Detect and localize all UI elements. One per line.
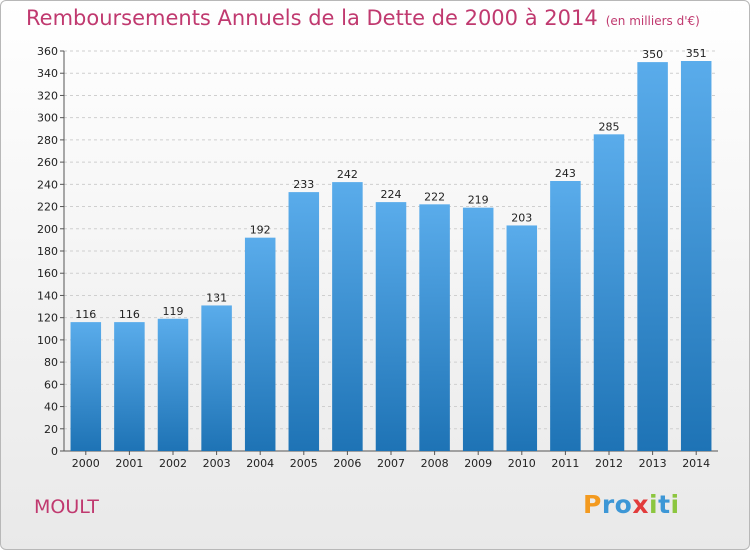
- value-label-2005: 233: [293, 178, 314, 191]
- y-tick-label: 100: [37, 334, 58, 347]
- value-label-2002: 119: [163, 305, 184, 318]
- value-labels: 116 116 119 131 192 233 242 224 222 219 203 243 285 3…: [75, 47, 706, 321]
- logo-letter: i: [649, 490, 659, 519]
- value-label-2011: 243: [555, 167, 576, 180]
- x-tick-label-2007: 2007: [377, 457, 405, 470]
- bar-2002: [157, 318, 189, 451]
- logo-letter: i: [670, 490, 680, 519]
- x-tick-label-2010: 2010: [508, 457, 536, 470]
- x-tick-label-2006: 2006: [333, 457, 361, 470]
- value-label-2013: 350: [642, 48, 663, 61]
- y-tick-label: 260: [37, 156, 58, 169]
- y-tick-label: 80: [44, 356, 58, 369]
- y-tick-label: 220: [37, 201, 58, 214]
- y-tick-label: 140: [37, 289, 58, 302]
- y-tick-label: 160: [37, 267, 58, 280]
- y-tick-label: 360: [37, 45, 58, 58]
- x-tick-label-2001: 2001: [115, 457, 143, 470]
- chart-subtitle: (en milliers d'€): [605, 14, 700, 28]
- x-tick-label-2002: 2002: [159, 457, 187, 470]
- value-label-2000: 116: [75, 308, 96, 321]
- logo-letter: x: [632, 490, 649, 519]
- y-tick-label: 240: [37, 178, 58, 191]
- x-tick-label-2000: 2000: [72, 457, 100, 470]
- logo-letter: t: [658, 490, 671, 519]
- value-label-2003: 131: [206, 291, 227, 304]
- bar-2003: [201, 305, 232, 451]
- value-label-2004: 192: [250, 224, 271, 237]
- value-label-2012: 285: [599, 120, 620, 133]
- bar-2009: [462, 207, 494, 451]
- place-name: MOULT: [34, 496, 99, 518]
- chart-title-text: Remboursements Annuels de la Dette de 20…: [26, 6, 598, 30]
- x-tick-label-2004: 2004: [246, 457, 274, 470]
- y-tick-label: 20: [44, 423, 58, 436]
- bars: [70, 61, 712, 452]
- x-tick-label-2009: 2009: [464, 457, 492, 470]
- x-tick-label-2012: 2012: [595, 457, 623, 470]
- x-tick-label-2003: 2003: [203, 457, 231, 470]
- value-label-2007: 224: [381, 188, 402, 201]
- y-tick-label: 320: [37, 89, 58, 102]
- y-tick-label: 200: [37, 223, 58, 236]
- x-axis: 2000 2001 2002 2003 2004 2005 2006 2007 2008 2009…: [72, 451, 710, 470]
- x-tick-label-2013: 2013: [639, 457, 667, 470]
- bar-2001: [114, 322, 145, 451]
- x-tick-label-2011: 2011: [551, 457, 579, 470]
- y-tick-label: 0: [51, 445, 58, 458]
- bar-2010: [506, 225, 538, 451]
- y-tick-label: 340: [37, 67, 58, 80]
- bar-2004: [244, 237, 276, 451]
- x-tick-label-2005: 2005: [290, 457, 318, 470]
- bar-2006: [332, 182, 363, 451]
- y-tick-label: 300: [37, 112, 58, 125]
- bar-2005: [288, 192, 320, 451]
- logo-letter: o: [614, 490, 633, 519]
- value-label-2001: 116: [119, 308, 140, 321]
- y-tick-label: 280: [37, 134, 58, 147]
- y-tick-label: 40: [44, 401, 58, 414]
- y-tick-label: 180: [37, 245, 58, 258]
- bar-2000: [70, 322, 102, 451]
- bar-2011: [550, 181, 581, 451]
- value-label-2014: 351: [686, 47, 707, 60]
- y-tick-label: 60: [44, 378, 58, 391]
- bar-2012: [593, 134, 625, 452]
- bar-2007: [375, 202, 407, 451]
- x-tick-label-2014: 2014: [682, 457, 710, 470]
- bar-2008: [419, 204, 450, 451]
- chart-title: Remboursements Annuels de la Dette de 20…: [26, 6, 700, 30]
- logo-letter: r: [601, 490, 615, 519]
- value-label-2008: 222: [424, 190, 445, 203]
- value-label-2009: 219: [468, 194, 489, 207]
- y-tick-label: 120: [37, 312, 58, 325]
- proxiti-logo: Proxiti: [583, 490, 680, 519]
- x-tick-label-2008: 2008: [421, 457, 449, 470]
- logo-letter: P: [583, 490, 602, 519]
- value-label-2010: 203: [511, 211, 532, 224]
- value-label-2006: 242: [337, 168, 358, 181]
- bar-2013: [637, 62, 668, 451]
- bar-2014: [680, 61, 712, 451]
